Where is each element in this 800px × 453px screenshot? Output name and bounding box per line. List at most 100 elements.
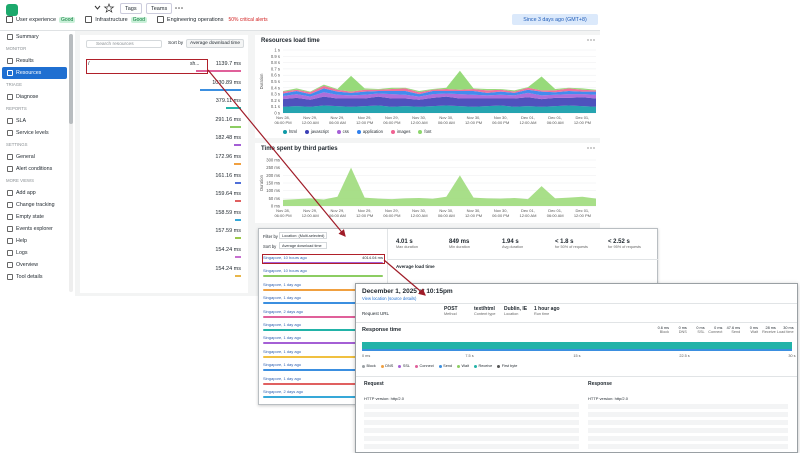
sidebar-item[interactable]: Overview <box>2 259 67 271</box>
sidebar-item[interactable]: Events explorer <box>2 223 67 235</box>
run-row[interactable]: Singapore, 1 day ago <box>263 322 383 334</box>
resource-row[interactable]: 172.96 ms <box>86 153 242 167</box>
button-label: Tags <box>125 5 137 12</box>
sidebar-item[interactable]: Service levels <box>2 127 67 139</box>
badge-status: Good <box>59 16 76 23</box>
sidebar-item[interactable]: Resources <box>2 67 67 79</box>
sidebar-item[interactable]: Add app <box>2 187 67 199</box>
timing: 0 ms Connect <box>705 326 722 334</box>
y-tick-label: 250 ms <box>266 165 280 170</box>
sidebar-label: Change tracking <box>16 202 55 208</box>
x-tick-label: Nov 29, 06:00 PM <box>383 208 401 218</box>
sidebar-section-title: MONITOR <box>6 46 27 51</box>
header-button[interactable]: Teams <box>146 3 173 14</box>
resource-row[interactable]: 182.48 ms <box>86 134 242 148</box>
sort-dropdown[interactable]: Average download time <box>186 39 244 48</box>
sidebar-item[interactable]: Help <box>2 235 67 247</box>
run-row[interactable]: Singapore, 1 day ago <box>263 282 383 294</box>
y-tick-label: 0.1 s <box>271 104 280 109</box>
resource-bar <box>226 107 241 110</box>
sidebar-section-title: REPORTS <box>6 106 27 111</box>
badge-label: User experience <box>16 16 57 23</box>
resource-value: 159.64 ms <box>215 191 241 198</box>
resource-row[interactable]: 154.24 ms <box>86 246 242 260</box>
run-row[interactable]: Singapore, 10 hours ago <box>263 268 383 280</box>
x-tick-label: Nov 30, 12:00 AM <box>410 208 428 218</box>
run-row[interactable]: Singapore, 2 days ago <box>263 309 383 321</box>
sidebar-item[interactable]: Diagnose <box>2 91 67 103</box>
timing-value: 0 ms <box>678 326 687 330</box>
sidebar-item[interactable]: Change tracking <box>2 199 67 211</box>
legend-swatch <box>390 129 395 134</box>
badge-label: Engineering operations <box>166 16 224 23</box>
sidebar-item[interactable]: SLA <box>2 115 67 127</box>
legend-swatch <box>457 364 461 368</box>
legend-item: Connect <box>415 364 434 368</box>
filter-dropdown[interactable]: Location: (Multi-selected) <box>279 232 327 239</box>
y-tick-label: 0.8 s <box>271 60 280 65</box>
search-box[interactable]: Search resources <box>86 40 162 48</box>
avg-title: Average load time <box>396 264 435 269</box>
run-row[interactable]: Singapore, 1 day ago <box>263 362 383 374</box>
field-row <box>364 444 579 449</box>
sidebar-item[interactable]: Empty state <box>2 211 67 223</box>
header-button[interactable]: Tags <box>120 3 142 14</box>
sidebar-item[interactable]: Results <box>2 55 67 67</box>
sidebar-icon <box>7 250 13 256</box>
sidebar-item[interactable]: General <box>2 151 67 163</box>
chart-panel: Time spent by third parties 0 ms 50 ms 100 … <box>255 143 600 223</box>
badge-group[interactable]: User experience Good <box>6 16 76 23</box>
sort-dropdown[interactable]: Average download time <box>279 242 327 249</box>
x-tick-label: Nov 30, 12:00 PM <box>464 208 483 218</box>
legend-item: DNS <box>380 364 393 368</box>
run-row[interactable]: Singapore, 1 day ago <box>263 349 383 361</box>
timing-value: 30 ms <box>783 326 794 330</box>
run-label: Singapore, 1 day ago <box>263 295 302 301</box>
response-title: Response time <box>362 327 402 333</box>
x-tick-label: Nov 29, 12:00 AM <box>301 115 319 125</box>
resource-row[interactable]: 158.59 ms <box>86 209 242 223</box>
resource-value: 1030.89 ms <box>212 79 241 86</box>
resource-row[interactable]: 159.64 ms <box>86 190 242 204</box>
sidebar-label: Diagnose <box>16 94 39 100</box>
scrollbar-thumb <box>69 34 73 124</box>
stat-label: for 50% of requests <box>555 245 588 249</box>
field-row <box>364 412 579 417</box>
sidebar-icon <box>7 274 13 280</box>
badge-group[interactable]: Infrastructure Good <box>85 16 147 23</box>
run-highlight <box>262 254 385 264</box>
y-tick-label: 300 ms <box>266 158 280 163</box>
run-bar <box>263 315 383 318</box>
badge-group[interactable]: Engineering operations 50% critical alert… <box>156 16 270 23</box>
sidebar-item[interactable]: Logs <box>2 247 67 259</box>
run-row[interactable]: Singapore, 2 days ago <box>263 389 383 401</box>
timing-value: 0 ms <box>696 326 705 330</box>
run-row[interactable]: Singapore, 1 day ago <box>263 295 383 307</box>
resource-row[interactable]: 157.59 ms <box>86 227 242 241</box>
timing-label: Connect <box>708 330 723 334</box>
sidebar-item[interactable]: Alert conditions <box>2 163 67 175</box>
resource-row[interactable]: 1030.89 ms <box>86 79 242 93</box>
legend-label: SSL <box>402 364 411 368</box>
request-link[interactable]: View location (source details) <box>362 296 417 301</box>
resources-panel: Search resources Sort by Average download … <box>80 35 248 293</box>
area <box>283 85 596 95</box>
time-range[interactable]: Since 3 days ago (GMT+8) <box>512 14 598 25</box>
sidebar-icon <box>7 34 13 40</box>
run-row[interactable]: Singapore, 1 day ago <box>263 335 383 347</box>
sidebar-item[interactable]: Tool details <box>2 271 67 283</box>
button-label: Teams <box>151 5 168 12</box>
field-row <box>588 412 788 417</box>
dot <box>593 147 595 149</box>
resource-value: 379.11 ms <box>215 98 241 105</box>
resource-row[interactable]: 291.16 ms <box>86 116 242 130</box>
run-row[interactable]: Singapore, 1 day ago <box>263 376 383 388</box>
resource-row[interactable]: 161.16 ms <box>86 172 242 186</box>
legend-label: css <box>342 129 349 134</box>
resource-row[interactable]: 154.24 ms <box>86 265 242 279</box>
stat-value: 849 ms <box>449 239 470 245</box>
sidebar-item[interactable]: Summary <box>2 31 67 43</box>
sidebar-icon <box>7 130 13 136</box>
resource-row[interactable]: 379.11 ms <box>86 97 242 111</box>
legend-item: javascript <box>304 129 329 134</box>
